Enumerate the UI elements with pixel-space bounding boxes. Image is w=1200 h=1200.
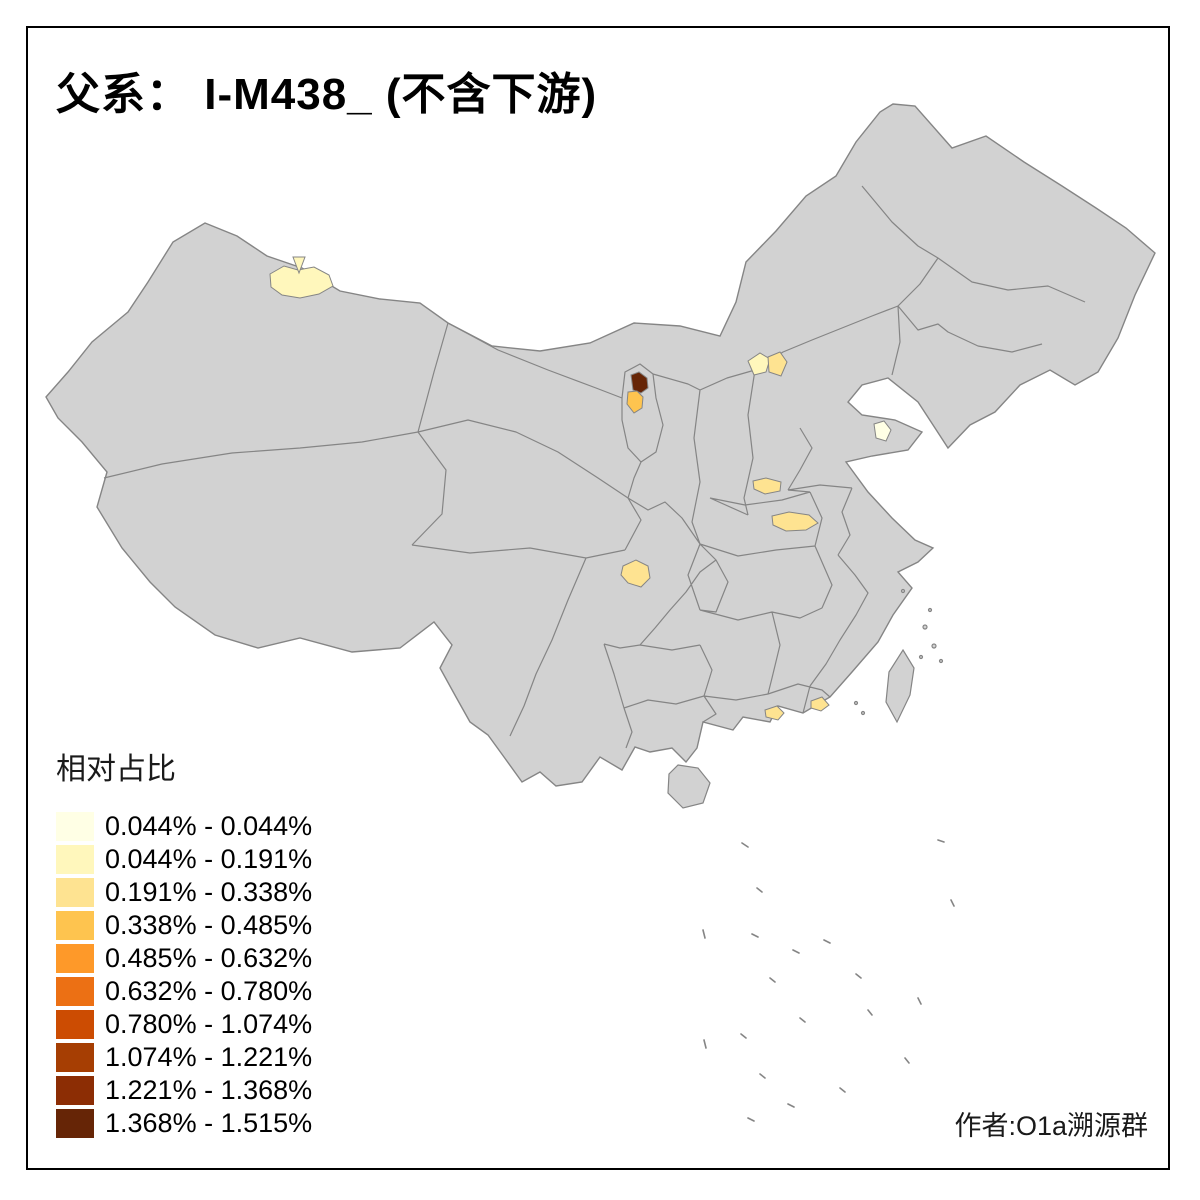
legend-swatch (56, 911, 94, 940)
china-outline (45, 103, 1156, 787)
legend: 相对占比 0.044% - 0.044% 0.044% - 0.191% 0.1… (56, 744, 312, 1140)
page-title: 父系： I-M438_ (不含下游) (56, 70, 598, 119)
legend-swatch (56, 944, 94, 973)
taiwan-island (885, 648, 915, 724)
highlight-guangdong-east-region (810, 696, 830, 712)
legend-item: 0.485% - 0.632% (56, 942, 312, 975)
author-credit: 作者:O1a溯源群 (954, 1111, 1148, 1141)
legend-label: 1.074% - 1.221% (105, 1042, 313, 1072)
legend-item: 0.338% - 0.485% (56, 909, 312, 942)
coastal-islet (938, 658, 944, 664)
legend-swatch (56, 878, 94, 907)
highlight-xinjiang-region (269, 265, 334, 299)
legend-item: 1.074% - 1.221% (56, 1041, 312, 1074)
legend-swatch (56, 1010, 94, 1039)
highlight-henan-south-region (771, 511, 819, 532)
legend-label: 0.780% - 1.074% (105, 1009, 313, 1039)
legend-label: 1.368% - 1.515% (105, 1108, 313, 1138)
legend-label: 0.485% - 0.632% (105, 943, 313, 973)
legend-label: 0.191% - 0.338% (105, 877, 313, 907)
highlight-shandong-peninsula-region (873, 420, 892, 442)
legend-item: 0.191% - 0.338% (56, 876, 312, 909)
coastal-islet (918, 654, 924, 660)
legend-title: 相对占比 (56, 753, 176, 786)
legend-swatch (56, 1109, 94, 1138)
coastal-islet (900, 588, 906, 594)
legend-swatch (56, 1043, 94, 1072)
legend-swatch (56, 812, 94, 841)
coastal-islet (931, 643, 937, 649)
islands (667, 588, 944, 809)
south-china-sea-marks (702, 839, 955, 1122)
legend-item: 1.368% - 1.515% (56, 1107, 312, 1140)
coastal-islet (860, 710, 866, 716)
legend-item: 0.044% - 0.044% (56, 810, 312, 843)
legend-item: 1.221% - 1.368% (56, 1074, 312, 1107)
hainan-island (667, 764, 711, 809)
legend-label: 1.221% - 1.368% (105, 1075, 313, 1105)
legend-label: 0.044% - 0.191% (105, 844, 313, 874)
coastal-islet (927, 607, 933, 613)
legend-item: 0.632% - 0.780% (56, 975, 312, 1008)
highlight-beijing-west-region (747, 352, 771, 376)
highlight-ningxia-south-region (626, 390, 644, 414)
legend-label: 0.044% - 0.044% (105, 811, 313, 841)
coastal-islet (922, 624, 928, 630)
highlight-ningxia-north-region (630, 371, 649, 394)
legend-swatch (56, 977, 94, 1006)
legend-label: 0.632% - 0.780% (105, 976, 313, 1006)
legend-swatch (56, 1076, 94, 1105)
highlight-xinjiang-triangle (292, 256, 306, 275)
highlight-sichuan-region (620, 559, 651, 588)
coastal-islet (853, 700, 859, 706)
legend-item: 0.780% - 1.074% (56, 1008, 312, 1041)
legend-item: 0.044% - 0.191% (56, 843, 312, 876)
highlight-beijing-east-region (767, 351, 788, 377)
legend-swatch (56, 845, 94, 874)
highlight-regions (269, 256, 892, 721)
highlight-henan-north-region (752, 477, 782, 495)
legend-label: 0.338% - 0.485% (105, 910, 313, 940)
highlight-guangdong-west-region (764, 705, 785, 721)
